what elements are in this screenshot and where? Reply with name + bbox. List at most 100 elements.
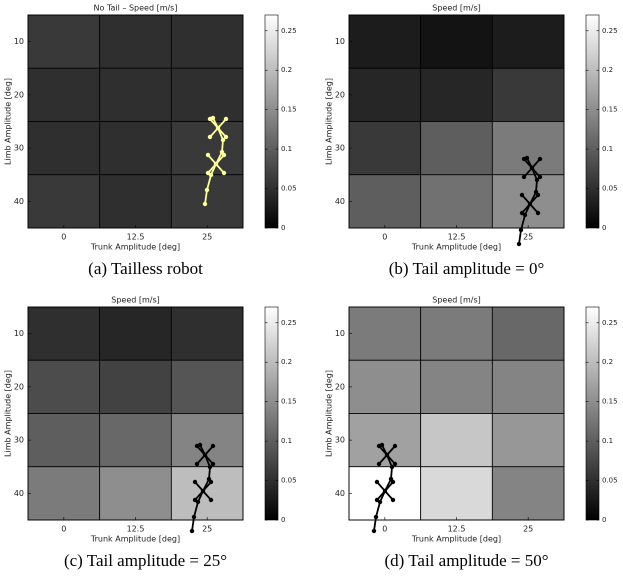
y-tick-label: 30 bbox=[335, 436, 345, 445]
x-tick-label: 12.5 bbox=[127, 233, 145, 242]
heat-cell bbox=[99, 413, 172, 468]
robot-joint bbox=[223, 134, 229, 140]
robot-joint bbox=[192, 479, 198, 485]
heat-cell bbox=[99, 466, 172, 521]
x-tick-label: 12.5 bbox=[448, 525, 466, 534]
robot-joint bbox=[197, 442, 203, 448]
colorbar-tick-label: 0 bbox=[602, 516, 606, 524]
heat-cell bbox=[348, 67, 422, 122]
heat-cell bbox=[170, 121, 244, 176]
robot-joint bbox=[210, 443, 216, 449]
y-tick-label: 30 bbox=[14, 436, 24, 445]
heat-cell bbox=[348, 14, 422, 69]
robot-joint bbox=[195, 499, 201, 505]
heat-cell bbox=[348, 121, 422, 176]
robot-joint bbox=[390, 497, 396, 503]
y-tick-label: 20 bbox=[14, 382, 24, 391]
heat-cell bbox=[99, 14, 172, 69]
panel: 0 12.5 25 10 20 30 40 Speed [m/s] Trunk Amplitud… bbox=[325, 296, 618, 570]
heat-cell bbox=[491, 121, 565, 176]
colorbar-tick-label: 0 bbox=[281, 516, 285, 524]
colorbar-tick-label: 0.05 bbox=[602, 477, 618, 485]
chart-title: Speed [m/s] bbox=[432, 4, 481, 13]
robot-joint bbox=[208, 172, 214, 178]
chart-title: Speed [m/s] bbox=[111, 296, 160, 305]
colorbar-tick-label: 0.15 bbox=[602, 398, 618, 406]
colorbar-tick-label: 0.1 bbox=[602, 437, 613, 445]
robot-joint bbox=[371, 528, 377, 534]
colorbar-tick-label: 0.2 bbox=[281, 66, 292, 74]
robot-joint bbox=[537, 174, 543, 180]
x-tick-label: 25 bbox=[202, 233, 212, 242]
robot-joint bbox=[384, 452, 390, 458]
y-tick-label: 10 bbox=[14, 329, 24, 338]
heat-cell bbox=[99, 306, 172, 361]
y-tick-label: 40 bbox=[335, 197, 345, 206]
robot-joint bbox=[374, 479, 380, 485]
robot-joint bbox=[537, 156, 543, 162]
x-axis-label: Trunk Amplitude [deg] bbox=[411, 535, 501, 544]
colorbar-tick-label: 0.2 bbox=[602, 358, 613, 366]
heat-cell bbox=[348, 306, 422, 361]
heat-cell bbox=[27, 359, 101, 414]
robot-joint bbox=[388, 476, 394, 482]
caption: (a) Tailless robot bbox=[88, 259, 203, 278]
heat-cell bbox=[27, 174, 101, 229]
heat-cell bbox=[420, 466, 493, 521]
heat-cell bbox=[348, 359, 422, 414]
x-tick-label: 0 bbox=[61, 233, 66, 242]
heat-cell bbox=[27, 67, 101, 122]
chart-title: Speed [m/s] bbox=[432, 296, 481, 305]
heat-cell bbox=[99, 121, 172, 176]
heat-cell bbox=[491, 67, 565, 122]
robot-joint bbox=[534, 177, 540, 183]
caption: (c) Tail amplitude = 25° bbox=[64, 551, 227, 570]
y-axis-label: Limb Amplitude [deg] bbox=[325, 370, 334, 457]
heat-cell bbox=[170, 466, 244, 521]
heat-cell bbox=[491, 413, 565, 468]
robot-joint bbox=[376, 461, 382, 467]
robot-joint bbox=[221, 170, 227, 176]
robot-joint bbox=[373, 514, 379, 520]
chart-title: No Tail – Speed [m/s] bbox=[94, 4, 178, 13]
x-axis-label: Trunk Amplitude [deg] bbox=[90, 243, 180, 252]
robot-joint bbox=[219, 149, 225, 155]
heat-cell bbox=[420, 14, 493, 69]
robot-joint bbox=[535, 210, 541, 216]
heat-cell bbox=[170, 14, 244, 69]
x-tick-label: 12.5 bbox=[448, 233, 466, 242]
y-tick-label: 10 bbox=[335, 37, 345, 46]
heat-cell bbox=[27, 306, 101, 361]
colorbar-tick-label: 0.2 bbox=[281, 358, 292, 366]
robot-joint bbox=[392, 443, 398, 449]
y-tick-label: 40 bbox=[14, 197, 24, 206]
robot-joint bbox=[205, 152, 211, 158]
panel: 0 12.5 25 10 20 30 40 Speed [m/s] Trunk Amplitud… bbox=[4, 296, 297, 570]
heat-cell bbox=[420, 413, 493, 468]
heat-cell bbox=[491, 306, 565, 361]
x-tick-label: 0 bbox=[382, 525, 387, 534]
robot-joint bbox=[516, 241, 522, 247]
robot-joint bbox=[189, 528, 195, 534]
heat-cell bbox=[491, 466, 565, 521]
y-tick-label: 20 bbox=[335, 90, 345, 99]
y-axis-label: Limb Amplitude [deg] bbox=[325, 78, 334, 165]
robot-joint bbox=[207, 464, 213, 470]
robot-joint bbox=[210, 115, 216, 121]
heat-cell bbox=[420, 306, 493, 361]
heat-cell bbox=[420, 67, 493, 122]
robot-joint bbox=[521, 174, 527, 180]
robot-joint bbox=[191, 514, 197, 520]
robot-joint bbox=[204, 187, 210, 193]
robot-joint bbox=[389, 464, 395, 470]
colorbar-tick-label: 0.15 bbox=[281, 398, 297, 406]
robot-joint bbox=[377, 499, 383, 505]
colorbar bbox=[585, 14, 600, 229]
robot-joint bbox=[533, 189, 539, 195]
colorbar bbox=[264, 14, 279, 229]
x-tick-label: 0 bbox=[382, 233, 387, 242]
x-axis-label: Trunk Amplitude [deg] bbox=[411, 243, 501, 252]
heat-cell bbox=[420, 359, 493, 414]
colorbar-tick-label: 0 bbox=[281, 224, 285, 232]
